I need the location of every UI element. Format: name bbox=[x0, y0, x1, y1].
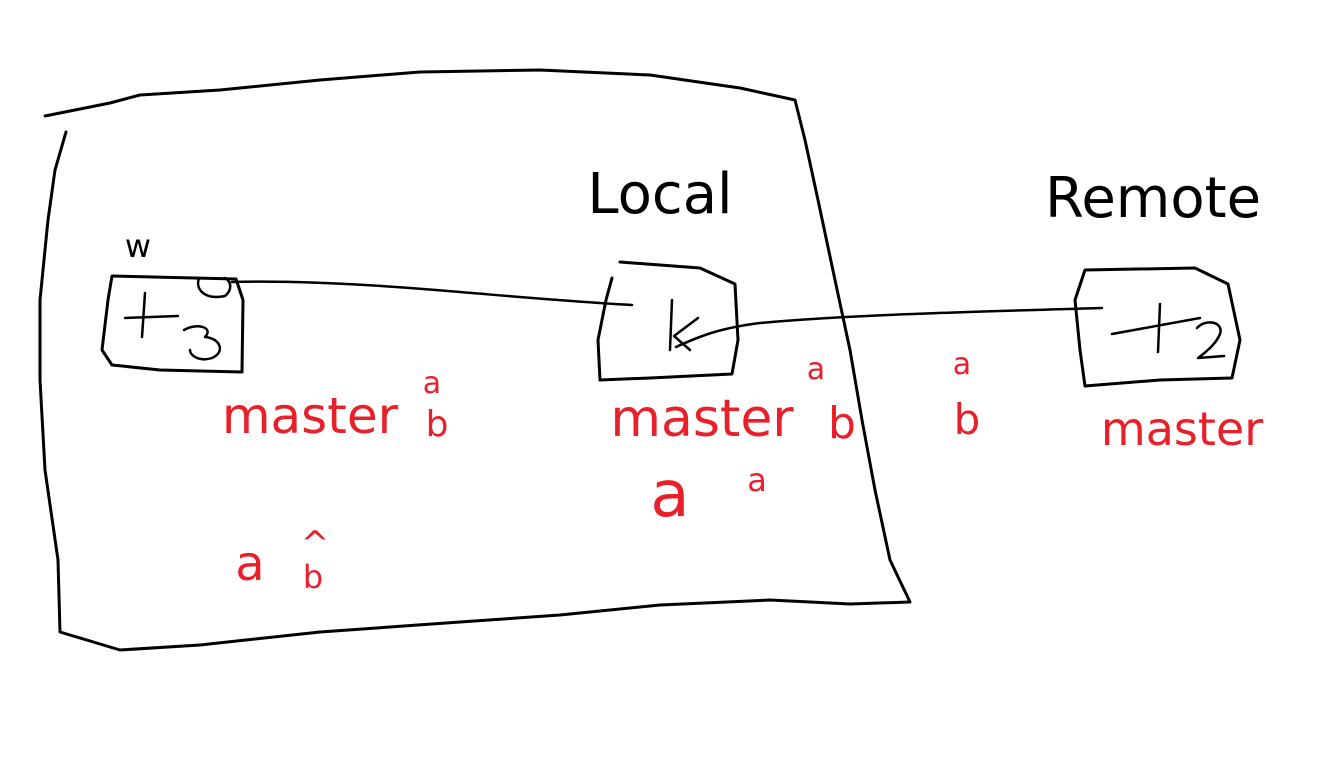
commit-box-t3: t3 bbox=[100, 274, 245, 374]
annotation-subscript-b-left: b bbox=[426, 404, 449, 445]
edge-t3-to-k bbox=[230, 280, 634, 307]
annotation-subscript-b-middle: b bbox=[828, 398, 856, 449]
annotation-superscript-a-left: a bbox=[423, 366, 441, 401]
commit-box-t2: t2 bbox=[1073, 266, 1242, 388]
label-remote: Remote bbox=[1045, 166, 1261, 231]
annotation-superscript-a-middle: a bbox=[807, 352, 825, 387]
annotation-master-middle: master bbox=[610, 389, 794, 449]
annotation-caret-bottom-left: ^ bbox=[301, 524, 330, 564]
edge-k-to-t2 bbox=[674, 306, 1104, 349]
annotation-small-a-middle: a bbox=[747, 461, 767, 499]
local-repo-boundary bbox=[38, 68, 912, 652]
annotation-master-remote: master bbox=[1101, 402, 1263, 456]
annotation-big-a-middle: a bbox=[650, 458, 689, 532]
annotation-stack-b-between: b bbox=[954, 395, 981, 444]
annotation-stack-a-between: a bbox=[953, 347, 971, 382]
commit-box-k: k bbox=[596, 260, 740, 382]
label-w: w bbox=[125, 227, 151, 265]
annotation-master-left: master bbox=[222, 387, 399, 445]
label-local: Local bbox=[587, 162, 732, 227]
annotation-a-bottom-left: a bbox=[235, 536, 264, 592]
annotation-b-bottom-left: b bbox=[303, 558, 323, 596]
